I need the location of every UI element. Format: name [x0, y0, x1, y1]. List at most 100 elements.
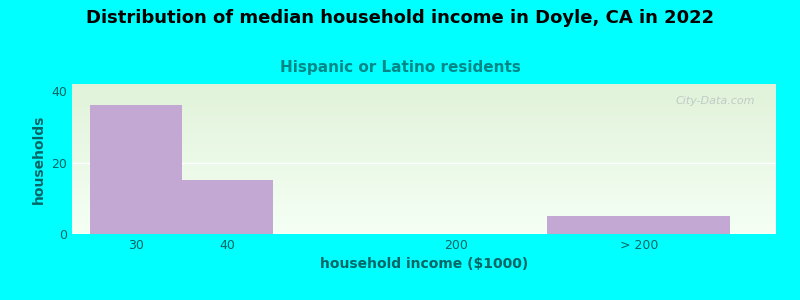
Bar	[72, 143, 776, 144]
Bar	[72, 206, 776, 207]
Bar	[72, 186, 776, 187]
Bar	[72, 168, 776, 169]
Bar	[72, 221, 776, 222]
Bar	[72, 94, 776, 95]
Bar	[72, 217, 776, 218]
Bar	[72, 151, 776, 152]
Bar	[72, 174, 776, 175]
Bar	[72, 195, 776, 196]
Bar	[72, 112, 776, 113]
Bar	[72, 222, 776, 223]
Bar	[72, 85, 776, 86]
Bar	[72, 164, 776, 165]
X-axis label: household income ($1000): household income ($1000)	[320, 257, 528, 272]
Bar	[72, 201, 776, 202]
Bar	[72, 110, 776, 111]
Bar	[72, 169, 776, 170]
Bar	[72, 130, 776, 131]
Bar	[72, 95, 776, 96]
Bar	[72, 126, 776, 127]
Bar	[182, 180, 273, 234]
Bar	[72, 177, 776, 178]
Bar	[72, 209, 776, 210]
Bar	[72, 232, 776, 233]
Bar	[72, 142, 776, 143]
Bar	[72, 180, 776, 181]
Bar	[72, 128, 776, 129]
Bar	[72, 155, 776, 156]
Bar	[72, 149, 776, 150]
Text: Distribution of median household income in Doyle, CA in 2022: Distribution of median household income …	[86, 9, 714, 27]
Bar	[72, 115, 776, 116]
Bar	[547, 216, 730, 234]
Bar	[72, 117, 776, 118]
Bar	[72, 193, 776, 194]
Bar	[72, 211, 776, 212]
Bar	[72, 101, 776, 102]
Bar	[72, 175, 776, 176]
Bar	[72, 121, 776, 122]
Bar	[72, 200, 776, 201]
Bar	[72, 229, 776, 230]
Bar	[72, 93, 776, 94]
Bar	[72, 96, 776, 97]
Bar	[72, 198, 776, 199]
Bar	[72, 127, 776, 128]
Bar	[72, 157, 776, 158]
Bar	[72, 223, 776, 224]
Bar	[72, 226, 776, 227]
Bar	[72, 187, 776, 188]
Bar	[72, 129, 776, 130]
Bar	[72, 107, 776, 108]
Bar	[72, 131, 776, 132]
Bar	[72, 139, 776, 140]
Bar	[72, 220, 776, 221]
Bar	[72, 120, 776, 121]
Bar	[72, 89, 776, 90]
Bar	[72, 233, 776, 234]
Bar	[72, 170, 776, 171]
Bar	[72, 138, 776, 139]
Bar	[72, 160, 776, 161]
Bar	[72, 86, 776, 87]
Bar	[72, 111, 776, 112]
Bar	[72, 208, 776, 209]
Bar	[72, 202, 776, 203]
Bar	[72, 185, 776, 186]
Bar	[72, 183, 776, 184]
Bar	[72, 102, 776, 103]
Bar	[72, 184, 776, 185]
Bar	[72, 88, 776, 89]
Bar	[72, 145, 776, 146]
Bar	[72, 169, 776, 170]
Bar	[72, 191, 776, 192]
Bar	[72, 228, 776, 229]
Bar	[72, 212, 776, 213]
Bar	[72, 158, 776, 159]
Bar	[72, 105, 776, 106]
Bar	[72, 210, 776, 211]
Bar	[72, 125, 776, 126]
Bar	[72, 162, 776, 163]
Bar	[72, 173, 776, 174]
Y-axis label: households: households	[32, 114, 46, 204]
Bar	[72, 153, 776, 154]
Bar	[72, 100, 776, 101]
Bar	[72, 114, 776, 115]
Bar	[72, 124, 776, 125]
Bar	[72, 90, 776, 91]
Bar	[72, 152, 776, 153]
Bar	[72, 224, 776, 225]
Bar	[72, 231, 776, 232]
Bar	[72, 230, 776, 231]
Bar	[72, 132, 776, 133]
Bar	[72, 171, 776, 172]
Bar	[72, 179, 776, 180]
Bar	[72, 140, 776, 141]
Bar	[72, 188, 776, 189]
Bar	[72, 84, 776, 85]
Bar	[72, 156, 776, 157]
Bar	[72, 100, 776, 101]
Bar	[72, 116, 776, 117]
Bar	[72, 203, 776, 204]
